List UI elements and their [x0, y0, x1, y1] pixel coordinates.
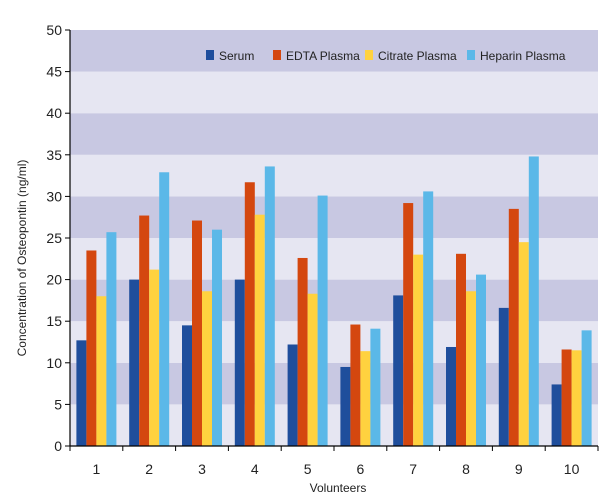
- bar: [159, 172, 170, 446]
- bar: [551, 384, 562, 446]
- legend-swatch: [273, 50, 281, 60]
- bar: [317, 195, 328, 446]
- bar: [581, 330, 592, 446]
- x-tick-label: 10: [564, 461, 580, 477]
- legend-label: Serum: [219, 49, 254, 63]
- x-tick-label: 4: [251, 461, 259, 477]
- grid-band: [70, 154, 598, 197]
- bar: [307, 293, 318, 446]
- x-tick-label: 2: [145, 461, 153, 477]
- bar: [139, 215, 150, 446]
- bar: [466, 291, 476, 446]
- legend-item: Serum: [206, 49, 254, 63]
- bar: [106, 232, 117, 446]
- bar: [508, 208, 519, 446]
- x-tick-label: 9: [515, 461, 523, 477]
- legend-label: EDTA Plasma: [286, 49, 360, 63]
- x-tick-label: 1: [93, 461, 101, 477]
- bar: [297, 257, 308, 446]
- y-tick-label: 15: [46, 313, 62, 329]
- legend-swatch: [365, 50, 373, 60]
- bar: [202, 291, 212, 446]
- legend-item: Heparin Plasma: [467, 49, 566, 63]
- x-tick-label: 8: [462, 461, 470, 477]
- legend: Serum EDTA Plasma Citrate Plasma Heparin Pl…: [206, 49, 566, 63]
- bar: [182, 325, 192, 446]
- bar: [423, 191, 434, 446]
- legend-swatch: [206, 50, 214, 60]
- bar: [86, 250, 97, 446]
- bar: [561, 349, 572, 446]
- y-tick-label: 10: [46, 355, 62, 371]
- x-tick-label: 6: [357, 461, 365, 477]
- axes: [65, 29, 599, 451]
- x-tick-label: 7: [409, 461, 417, 477]
- bar: [446, 346, 456, 446]
- y-tick-label: 50: [46, 22, 62, 38]
- grid-band: [70, 113, 598, 155]
- bar: [149, 269, 160, 446]
- bar: [571, 350, 582, 446]
- bar: [96, 296, 107, 446]
- bar: [254, 214, 265, 446]
- legend-swatch: [467, 50, 475, 60]
- bar: [413, 254, 424, 446]
- y-tick-label: 45: [46, 64, 62, 80]
- legend-label: Heparin Plasma: [480, 49, 566, 63]
- y-tick-label: 25: [46, 230, 62, 246]
- legend-item: Citrate Plasma: [365, 49, 457, 63]
- y-tick-labels: 0 5 10 15 20 25 30 35 40 45 50: [46, 22, 62, 454]
- bar: [129, 279, 140, 446]
- legend-label: Citrate Plasma: [378, 49, 457, 63]
- y-tick-label: 40: [46, 105, 62, 121]
- bar: [244, 182, 255, 447]
- bar: [498, 307, 509, 446]
- bar: [476, 274, 486, 446]
- x-tick-label: 5: [304, 461, 312, 477]
- bar: [234, 279, 245, 446]
- grid-band: [70, 30, 598, 72]
- y-tick-label: 5: [54, 396, 62, 412]
- bar: [360, 351, 371, 446]
- x-tick-labels: 1 2 3 4 5 6 7 8 9 10: [93, 461, 580, 477]
- bar: [456, 253, 466, 446]
- y-tick-label: 0: [54, 438, 62, 454]
- bar: [403, 203, 414, 446]
- bar: [76, 340, 87, 446]
- bar: [528, 156, 539, 447]
- bar: [370, 328, 381, 446]
- bar: [350, 324, 361, 446]
- bars: [76, 156, 592, 447]
- x-tick-label: 3: [198, 461, 206, 477]
- bar: [264, 166, 275, 446]
- y-tick-label: 20: [46, 272, 62, 288]
- bar: [393, 295, 404, 446]
- legend-item: EDTA Plasma: [273, 49, 360, 63]
- bar: [287, 344, 298, 446]
- bar: [518, 242, 529, 446]
- bar: [192, 220, 202, 446]
- y-tick-label: 30: [46, 188, 62, 204]
- x-axis-label: Volunteers: [310, 481, 367, 495]
- y-axis-label: Concentration of Osteopontin (ng/ml): [15, 160, 29, 357]
- y-tick-label: 35: [46, 147, 62, 163]
- bar: [212, 229, 222, 446]
- bar: [340, 366, 351, 446]
- grid-band: [70, 71, 598, 114]
